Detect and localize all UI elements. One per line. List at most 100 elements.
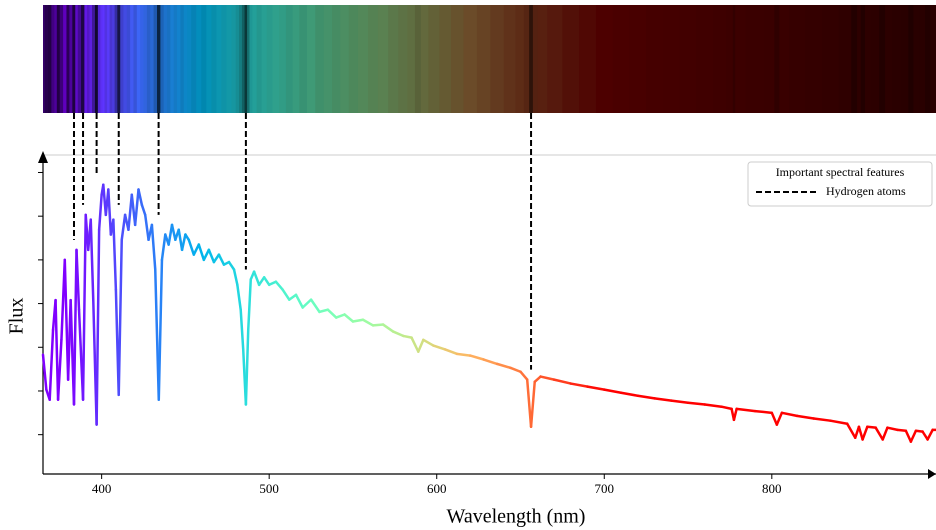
spectrum-segment bbox=[157, 258, 164, 401]
spectrum-segment bbox=[239, 308, 245, 351]
strip-band bbox=[239, 5, 243, 113]
spectrum-strip bbox=[43, 5, 936, 113]
spectrum-segment bbox=[603, 388, 623, 394]
strip-band bbox=[529, 5, 534, 113]
strip-band bbox=[930, 5, 935, 113]
strip-band bbox=[180, 5, 185, 113]
strip-band bbox=[732, 5, 736, 113]
spectrum-segment bbox=[732, 407, 738, 422]
spectrum-segment bbox=[861, 425, 869, 441]
strip-band bbox=[420, 5, 429, 113]
spectrum-segment bbox=[443, 348, 459, 356]
spectrum-segment bbox=[140, 203, 147, 217]
spectrum-segment bbox=[735, 407, 757, 413]
strip-band bbox=[97, 5, 101, 113]
spectrum-segment bbox=[170, 223, 177, 242]
spectrum-segment bbox=[904, 429, 913, 443]
spectrum-segment bbox=[422, 338, 435, 347]
strip-band bbox=[901, 5, 909, 113]
strip-band bbox=[54, 5, 58, 113]
strip-band bbox=[136, 5, 141, 113]
spectrum-segment bbox=[81, 213, 87, 401]
strip-band bbox=[72, 5, 76, 113]
spectrum-segment bbox=[257, 276, 266, 287]
strip-band bbox=[857, 5, 862, 113]
strip-band bbox=[123, 5, 128, 113]
spectrum-segment bbox=[107, 188, 113, 236]
spectrum-segment bbox=[180, 233, 187, 252]
spectrum-segment bbox=[89, 218, 95, 302]
strip-band bbox=[247, 5, 251, 113]
y-axis-arrow bbox=[38, 151, 48, 163]
spectrum-segment bbox=[227, 260, 236, 271]
spectrum-segment bbox=[192, 243, 201, 256]
strip-band bbox=[285, 5, 294, 113]
spectrum-segment bbox=[381, 323, 395, 333]
spectrum-segment bbox=[495, 362, 512, 370]
strip-band bbox=[860, 5, 866, 113]
strip-band bbox=[235, 5, 240, 113]
spectrum-segment bbox=[533, 375, 542, 384]
strip-band bbox=[299, 5, 308, 113]
strip-band bbox=[183, 5, 188, 113]
strip-band bbox=[146, 5, 151, 113]
strip-band bbox=[348, 5, 359, 113]
strip-band bbox=[126, 5, 131, 113]
spectrum-segment bbox=[150, 223, 157, 271]
strip-band bbox=[177, 5, 181, 113]
x-tick-label: 700 bbox=[595, 481, 615, 496]
spectrum-segment bbox=[795, 414, 815, 420]
spectrum-segment bbox=[519, 370, 529, 381]
strip-band bbox=[117, 5, 121, 113]
spectrum-segment bbox=[921, 430, 929, 441]
x-tick-label: 400 bbox=[92, 481, 112, 496]
strip-band bbox=[252, 5, 258, 113]
strip-band bbox=[885, 5, 894, 113]
x-tick-label: 600 bbox=[427, 481, 447, 496]
strip-band bbox=[537, 5, 548, 113]
strip-band bbox=[44, 5, 49, 113]
spectrum-segment bbox=[455, 352, 472, 357]
spectrum-segment bbox=[829, 419, 849, 425]
x-axis-arrow bbox=[928, 469, 936, 479]
strip-band bbox=[306, 5, 316, 113]
strip-band bbox=[56, 5, 61, 113]
strip-band bbox=[216, 5, 223, 113]
strip-band bbox=[157, 5, 161, 113]
x-axis-label: Wavelength (nm) bbox=[447, 506, 586, 528]
spectrum-segment bbox=[468, 354, 485, 361]
strip-band bbox=[913, 5, 920, 113]
spectrum-segment bbox=[775, 411, 784, 426]
spectrum-segment bbox=[120, 213, 127, 242]
strip-band bbox=[892, 5, 903, 113]
strip-band bbox=[696, 5, 714, 113]
strip-band bbox=[292, 5, 300, 113]
spectrum-segment bbox=[262, 276, 271, 287]
strip-band bbox=[925, 5, 931, 113]
strip-band bbox=[112, 5, 116, 113]
strip-band bbox=[871, 5, 880, 113]
spectrum-segment bbox=[202, 248, 211, 262]
strip-band bbox=[100, 5, 104, 113]
spectrum-segment bbox=[232, 268, 239, 287]
legend-title: Important spectral features bbox=[776, 165, 905, 179]
spectrum-segment bbox=[845, 422, 857, 439]
strip-band bbox=[221, 5, 228, 113]
strip-band bbox=[75, 5, 79, 113]
spectrum-segment bbox=[417, 338, 425, 353]
spectrum-segment bbox=[770, 411, 779, 426]
strip-band bbox=[532, 5, 539, 113]
spectrum-segment bbox=[857, 425, 864, 441]
spectrum-segment bbox=[753, 409, 774, 415]
strip-band bbox=[226, 5, 233, 113]
spectrum-segment bbox=[217, 253, 226, 266]
strip-band bbox=[43, 5, 46, 113]
strip-band bbox=[133, 5, 138, 113]
spectrum-segment bbox=[896, 428, 908, 432]
x-tick-label: 800 bbox=[762, 481, 782, 496]
spectrum-segment bbox=[401, 334, 413, 339]
spectrum-segment bbox=[525, 378, 533, 429]
strip-band bbox=[206, 5, 212, 113]
strip-band bbox=[357, 5, 369, 113]
spectrum-segment bbox=[351, 318, 365, 323]
